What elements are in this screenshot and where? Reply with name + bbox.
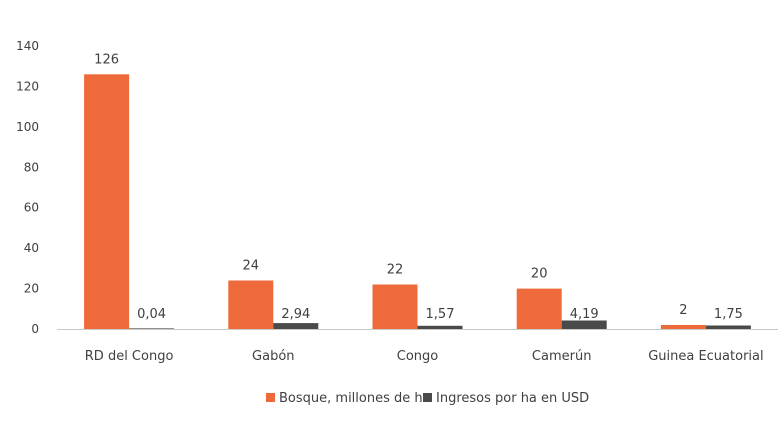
legend-label-0: Bosque, millones de ha xyxy=(279,391,431,406)
category-label: Congo xyxy=(397,349,439,364)
data-label: 20 xyxy=(531,267,548,282)
legend-label-1: Ingresos por ha en USD xyxy=(436,391,589,406)
y-tick-label: 80 xyxy=(24,160,39,174)
y-axis-ticks: 0 20 40 60 80 100 120 140 xyxy=(16,39,39,336)
y-tick-label: 40 xyxy=(24,241,39,255)
bar-bosque-1 xyxy=(228,280,274,329)
bars xyxy=(84,74,751,329)
bar-ingresos-3 xyxy=(561,320,607,329)
bar-bosque-0 xyxy=(84,74,130,329)
y-tick-label: 60 xyxy=(24,201,39,215)
legend-swatch-0 xyxy=(266,393,275,402)
data-labels: 126 0,04 24 2,94 22 1,57 20 4,19 2 1,75 xyxy=(94,52,743,322)
data-label: 0,04 xyxy=(137,307,166,322)
bar-ingresos-4 xyxy=(705,325,751,329)
category-labels: RD del Congo Gabón Congo Camerún Guinea Ecua… xyxy=(85,349,764,364)
bar-ingresos-2 xyxy=(417,325,463,329)
data-label: 1,57 xyxy=(426,307,455,322)
data-label: 1,75 xyxy=(714,307,743,322)
y-tick-label: 120 xyxy=(16,79,39,93)
bar-bosque-3 xyxy=(516,288,562,329)
y-tick-label: 0 xyxy=(31,322,39,336)
y-tick-label: 100 xyxy=(16,120,39,134)
data-label: 22 xyxy=(387,263,404,278)
category-label: Gabón xyxy=(252,349,295,364)
category-label: Camerún xyxy=(532,349,592,364)
data-label: 2,94 xyxy=(281,307,310,322)
bar-bosque-2 xyxy=(372,284,418,329)
legend: Bosque, millones de ha Ingresos por ha en… xyxy=(266,391,589,406)
category-label: RD del Congo xyxy=(85,349,174,364)
y-tick-label: 20 xyxy=(24,282,39,296)
bar-ingresos-0 xyxy=(129,328,175,329)
data-label: 4,19 xyxy=(570,307,599,322)
data-label: 2 xyxy=(679,303,687,318)
category-label: Guinea Ecuatorial xyxy=(648,349,763,364)
legend-swatch-1 xyxy=(423,393,432,402)
data-label: 24 xyxy=(243,259,260,274)
bar-bosque-4 xyxy=(660,325,706,329)
bar-ingresos-1 xyxy=(273,323,319,329)
data-label: 126 xyxy=(94,52,119,67)
y-tick-label: 140 xyxy=(16,39,39,53)
